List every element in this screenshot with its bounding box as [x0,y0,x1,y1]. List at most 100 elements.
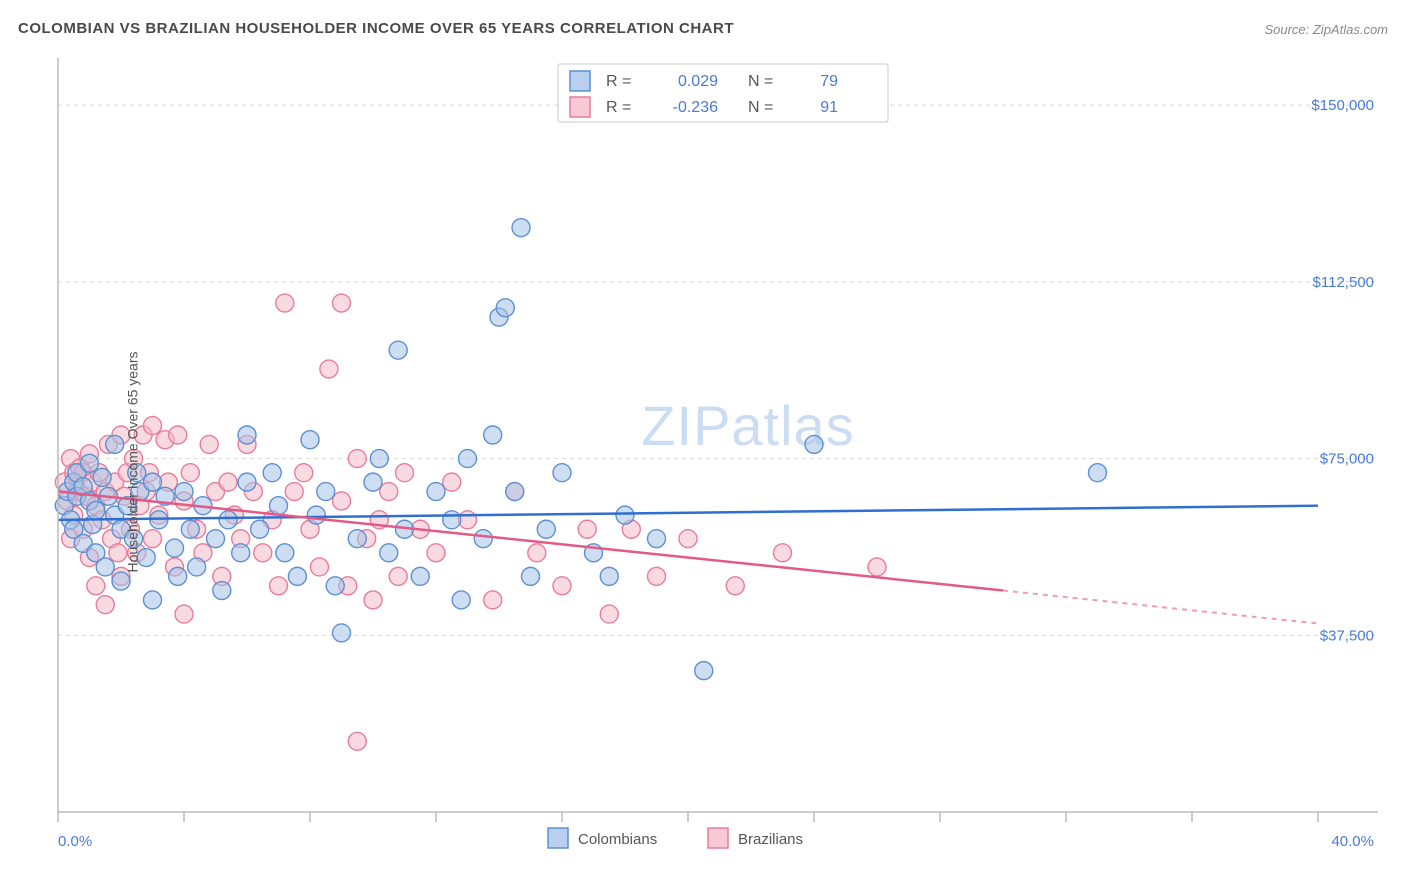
scatter-point-colombians [144,473,162,491]
scatter-point-colombians [452,591,470,609]
stats-r-value-colombians: 0.029 [678,73,718,90]
scatter-point-brazilians [285,483,303,501]
scatter-point-colombians [96,558,114,576]
scatter-point-brazilians [276,294,294,312]
scatter-point-colombians [87,501,105,519]
scatter-point-brazilians [427,544,445,562]
scatter-point-brazilians [348,450,366,468]
scatter-point-colombians [348,530,366,548]
stats-r-label: R = [606,73,631,90]
scatter-point-brazilians [774,544,792,562]
trendline-colombians [58,506,1318,520]
stats-r-value-brazilians: -0.236 [673,99,718,116]
stats-swatch-colombians [570,71,590,91]
scatter-point-colombians [512,219,530,237]
y-tick-label: $37,500 [1320,627,1374,644]
scatter-point-colombians [427,483,445,501]
scatter-point-colombians [411,567,429,585]
scatter-point-colombians [380,544,398,562]
scatter-point-colombians [364,473,382,491]
scatter-point-brazilians [389,567,407,585]
scatter-point-brazilians [333,492,351,510]
scatter-point-colombians [112,572,130,590]
scatter-point-brazilians [295,464,313,482]
stats-n-label: N = [748,99,773,116]
scatter-point-brazilians [528,544,546,562]
scatter-point-brazilians [679,530,697,548]
scatter-point-colombians [213,582,231,600]
chart-title: COLOMBIAN VS BRAZILIAN HOUSEHOLDER INCOM… [18,20,734,37]
scatter-point-brazilians [144,417,162,435]
scatter-point-brazilians [484,591,502,609]
scatter-point-colombians [522,567,540,585]
scatter-point-brazilians [726,577,744,595]
scatter-point-brazilians [348,732,366,750]
scatter-point-colombians [207,530,225,548]
scatter-point-brazilians [600,605,618,623]
stats-n-label: N = [748,73,773,90]
scatter-point-brazilians [443,473,461,491]
scatter-point-colombians [81,454,99,472]
scatter-point-colombians [600,567,618,585]
scatter-point-brazilians [96,596,114,614]
scatter-point-colombians [695,662,713,680]
scatter-point-colombians [307,506,325,524]
scatter-point-brazilians [578,520,596,538]
legend-swatch-colombians [548,828,568,848]
scatter-point-brazilians [553,577,571,595]
scatter-chart: $37,500$75,000$112,500$150,000ZIPatlas0.… [18,52,1388,872]
scatter-point-colombians [270,497,288,515]
scatter-point-brazilians [396,464,414,482]
scatter-point-colombians [459,450,477,468]
legend-label-colombians: Colombians [578,831,657,848]
scatter-point-colombians [181,520,199,538]
y-tick-label: $75,000 [1320,451,1374,468]
scatter-point-colombians [238,473,256,491]
legend-label-brazilians: Brazilians [738,831,803,848]
scatter-point-brazilians [320,360,338,378]
y-tick-label: $112,500 [1313,274,1374,291]
trendline-brazilians-dashed [1003,591,1318,624]
y-tick-label: $150,000 [1311,97,1374,114]
scatter-point-brazilians [364,591,382,609]
stats-r-label: R = [606,99,631,116]
scatter-point-colombians [166,539,184,557]
scatter-point-brazilians [175,605,193,623]
x-max-label: 40.0% [1331,833,1374,850]
scatter-point-colombians [1089,464,1107,482]
scatter-point-colombians [175,483,193,501]
scatter-point-colombians [106,435,124,453]
scatter-point-brazilians [270,577,288,595]
scatter-point-colombians [169,567,187,585]
scatter-point-colombians [326,577,344,595]
source-attribution: Source: ZipAtlas.com [1264,22,1388,37]
scatter-point-colombians [537,520,555,538]
scatter-point-colombians [648,530,666,548]
scatter-point-brazilians [144,530,162,548]
scatter-point-colombians [144,591,162,609]
stats-n-value-brazilians: 91 [820,99,838,116]
scatter-point-brazilians [254,544,272,562]
scatter-point-brazilians [219,473,237,491]
scatter-point-brazilians [333,294,351,312]
x-min-label: 0.0% [58,833,92,850]
scatter-point-colombians [443,511,461,529]
stats-n-value-colombians: 79 [820,73,838,90]
y-axis-label: Householder Income Over 65 years [125,352,141,573]
scatter-point-colombians [238,426,256,444]
scatter-point-brazilians [87,577,105,595]
scatter-point-colombians [333,624,351,642]
scatter-point-colombians [288,567,306,585]
scatter-point-colombians [251,520,269,538]
scatter-point-colombians [474,530,492,548]
scatter-point-colombians [317,483,335,501]
scatter-point-brazilians [648,567,666,585]
scatter-point-brazilians [310,558,328,576]
scatter-point-colombians [389,341,407,359]
stats-swatch-brazilians [570,97,590,117]
scatter-point-brazilians [200,435,218,453]
scatter-point-colombians [553,464,571,482]
scatter-point-colombians [616,506,634,524]
scatter-point-colombians [805,435,823,453]
scatter-point-brazilians [169,426,187,444]
